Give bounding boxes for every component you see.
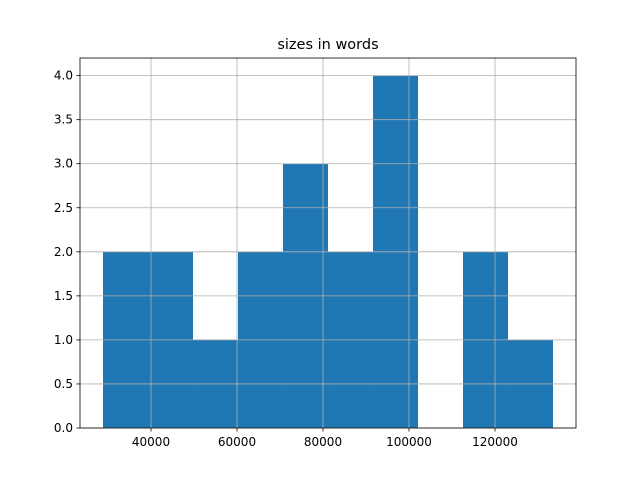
y-tick-label: 1.5 <box>54 289 73 303</box>
x-tick-label: 80000 <box>304 435 342 449</box>
x-tick-label: 40000 <box>132 435 170 449</box>
plot-frame <box>79 57 577 429</box>
y-tick-label: 2.0 <box>54 245 73 259</box>
y-tick-label: 1.0 <box>54 333 73 347</box>
y-tick-label: 3.0 <box>54 157 73 171</box>
y-tick-label: 0.0 <box>54 421 73 435</box>
x-tick-label: 100000 <box>386 435 432 449</box>
y-tick-label: 0.5 <box>54 377 73 391</box>
y-tick-label: 4.0 <box>54 69 73 83</box>
x-tick-label: 60000 <box>218 435 256 449</box>
x-tick-label: 120000 <box>472 435 518 449</box>
chart-title: sizes in words <box>277 37 378 53</box>
y-tick-label: 3.5 <box>54 113 73 127</box>
y-tick-label: 2.5 <box>54 201 73 215</box>
